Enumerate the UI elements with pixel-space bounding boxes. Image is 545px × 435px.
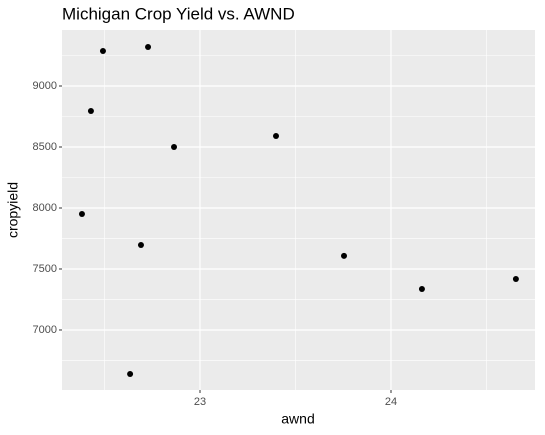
y-tick-label: 9000 xyxy=(33,80,57,92)
x-tick-label: 23 xyxy=(194,396,206,408)
point xyxy=(78,210,85,217)
y-tick-label: 7000 xyxy=(33,324,57,336)
chart-title: Michigan Crop Yield vs. AWND xyxy=(62,4,295,23)
y-tick-label: 8500 xyxy=(33,141,57,153)
point xyxy=(145,43,152,50)
point xyxy=(137,241,144,248)
panel xyxy=(62,30,535,390)
x-tick-label: 24 xyxy=(385,396,397,408)
point xyxy=(273,133,280,140)
point xyxy=(418,285,425,292)
y-tick-label: 7500 xyxy=(33,263,57,275)
point xyxy=(127,371,134,378)
point xyxy=(341,252,348,259)
point xyxy=(99,47,106,54)
y-axis-label: cropyield xyxy=(5,182,21,238)
point xyxy=(512,275,519,282)
x-axis-label: awnd xyxy=(281,411,314,427)
y-tick-label: 8000 xyxy=(33,202,57,214)
point xyxy=(171,143,178,150)
point xyxy=(87,108,94,115)
